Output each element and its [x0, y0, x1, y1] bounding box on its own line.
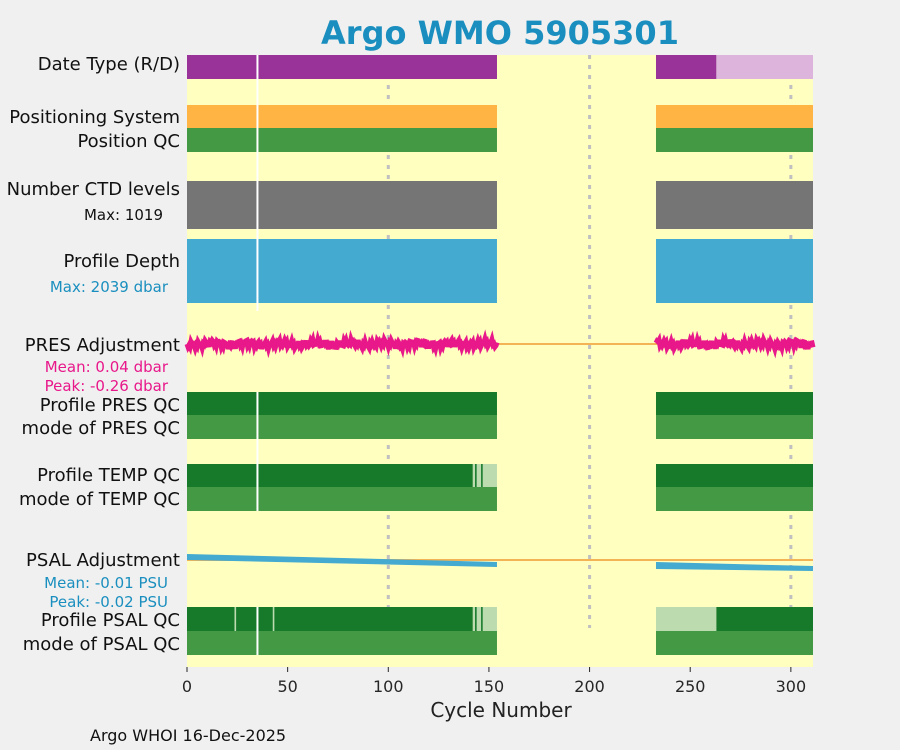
row-label-3: Number CTD levels	[7, 179, 180, 200]
bar-8-0	[187, 464, 473, 487]
x-axis-ticks: 0 50 100 150 200 250 300	[182, 667, 806, 696]
psal-adjustment-band-0	[187, 554, 497, 567]
bar-6-1	[655, 392, 813, 415]
bar-8-1	[472, 464, 497, 487]
row-info-3-0: Max: 1019	[84, 206, 163, 224]
bar-3-1	[655, 181, 813, 229]
bar-11-3	[716, 607, 813, 631]
row-labels: Date Type (R/D) Positioning System Positio…	[7, 54, 180, 655]
bar-3-0	[187, 181, 497, 229]
bar-0-2	[716, 55, 813, 79]
row-info-10-0: Mean: -0.01 PSU	[44, 574, 168, 592]
row-label-7: mode of PRES QC	[22, 418, 180, 439]
bar-9-1	[655, 487, 813, 511]
bar-2-0	[187, 128, 497, 152]
bar-rows	[187, 55, 813, 655]
adjustment-lines	[184, 329, 816, 571]
pres-adjustment-line-1	[653, 330, 816, 359]
pres-adjustment-line-0	[184, 329, 500, 359]
row-label-12: mode of PSAL QC	[23, 634, 180, 655]
bar-8-2	[655, 464, 813, 487]
row-info-10-1: Peak: -0.02 PSU	[49, 593, 168, 611]
x-axis-label: Cycle Number	[430, 698, 572, 722]
row-label-10: PSAL Adjustment	[26, 550, 180, 571]
row-label-2: Position QC	[77, 131, 180, 152]
row-label-11: Profile PSAL QC	[41, 610, 180, 631]
x-tick-label-200: 200	[574, 677, 605, 696]
x-tick-label-250: 250	[675, 677, 706, 696]
x-tick-label-100: 100	[373, 677, 404, 696]
x-tick-label-300: 300	[776, 677, 807, 696]
bar-1-1	[655, 105, 813, 128]
row-label-9: mode of TEMP QC	[19, 489, 180, 510]
row-label-4: Profile Depth	[63, 251, 180, 272]
bar-7-1	[655, 415, 813, 439]
bar-9-0	[187, 487, 497, 511]
row-label-1: Positioning System	[9, 107, 180, 128]
bar-1-0	[187, 105, 497, 128]
bar-11-0	[187, 607, 473, 631]
row-label-5: PRES Adjustment	[25, 335, 180, 356]
bar-12-0	[187, 631, 497, 655]
bar-0-1	[655, 55, 717, 79]
x-tick-label-150: 150	[474, 677, 505, 696]
row-info-5-1: Peak: -0.26 dbar	[45, 377, 169, 395]
x-tick-label-50: 50	[277, 677, 297, 696]
bar-4-0	[187, 239, 497, 303]
bar-12-1	[655, 631, 813, 655]
row-label-6: Profile PRES QC	[40, 395, 180, 416]
row-label-8: Profile TEMP QC	[37, 465, 180, 486]
bar-4-1	[655, 239, 813, 303]
psal-adjustment-band-1	[655, 562, 813, 571]
bar-7-0	[187, 415, 497, 439]
row-info-4-0: Max: 2039 dbar	[50, 278, 169, 296]
footer-credit: Argo WHOI 16-Dec-2025	[90, 726, 286, 745]
row-label-0: Date Type (R/D)	[38, 54, 180, 75]
bar-0-0	[187, 55, 497, 79]
x-tick-label-0: 0	[182, 677, 192, 696]
bar-2-1	[655, 128, 813, 152]
row-info-5-0: Mean: 0.04 dbar	[45, 358, 169, 376]
bar-11-1	[472, 607, 497, 631]
chart-title: Argo WMO 5905301	[321, 14, 679, 52]
bar-6-0	[187, 392, 497, 415]
bar-11-2	[655, 607, 717, 631]
